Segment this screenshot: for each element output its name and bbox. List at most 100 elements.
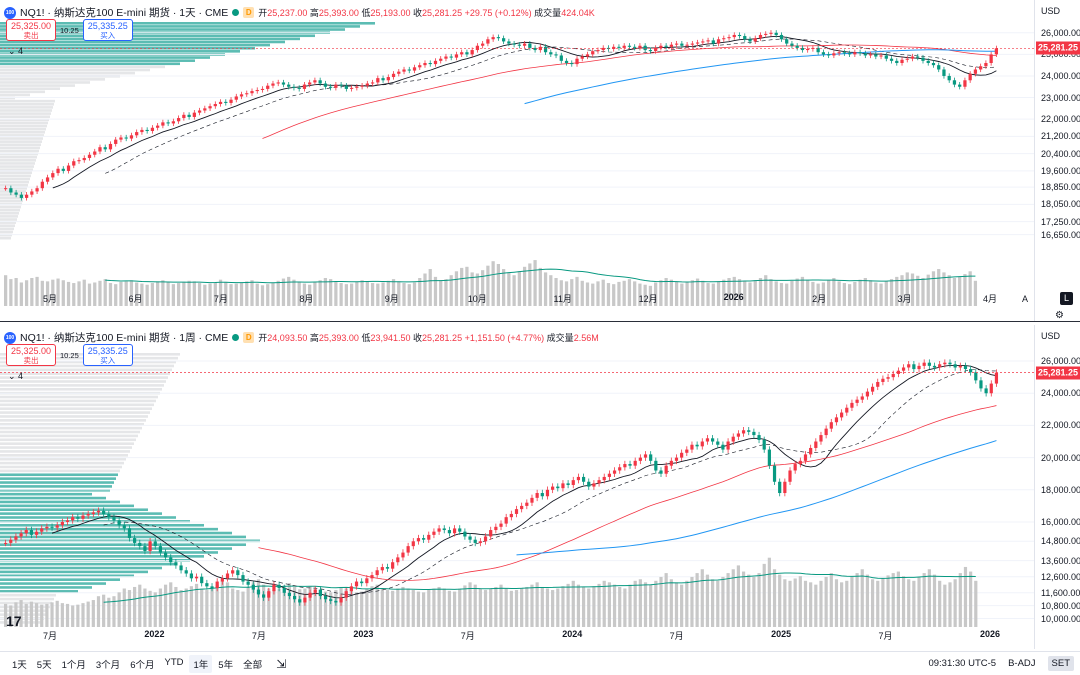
delayed-data-icon[interactable]: D	[243, 7, 255, 18]
range-button[interactable]: 1年	[189, 654, 213, 673]
volume-bar	[412, 282, 417, 306]
tradingview-logo-icon[interactable]: 17	[6, 613, 22, 629]
volume-bar	[783, 579, 787, 627]
profile-bar	[0, 570, 148, 574]
volume-bar	[664, 573, 668, 627]
symbol-title[interactable]: NQ1! · 纳斯达克100 E-mini 期货 · 1周 · CME	[20, 332, 229, 344]
candle	[974, 369, 978, 384]
volume-bar	[360, 591, 364, 627]
adjustment-toggle[interactable]: B-ADJ	[1008, 658, 1036, 669]
buy-button[interactable]: 25,335.25 买入	[82, 19, 133, 41]
volume-bar	[365, 281, 369, 306]
candle	[189, 570, 193, 582]
volume-bar	[585, 282, 590, 306]
volume-bar	[695, 278, 700, 306]
volume-bar	[302, 283, 307, 306]
candle	[184, 567, 188, 577]
volume-bar	[795, 278, 799, 306]
time-tick: 7月	[669, 631, 684, 641]
volume-bar	[581, 586, 586, 627]
daily-chart-pane[interactable]: 100 NQ1! · 纳斯达克100 E-mini 期货 · 1天 · CME …	[0, 0, 1080, 322]
candle	[879, 52, 883, 60]
currency-label[interactable]: USD	[1041, 6, 1061, 16]
log-scale-button[interactable]: L	[1060, 292, 1073, 305]
profile-bar	[0, 613, 46, 616]
clock-time[interactable]: 09:31:30 UTC-5	[928, 658, 997, 669]
candle	[491, 34, 495, 42]
ohlc-values: 开25,237.00 高25,393.00 低25,193.00 收25,281…	[258, 8, 595, 18]
volume-bar	[612, 284, 616, 306]
last-price-tag[interactable]: 25,281.25	[1036, 41, 1080, 55]
volume-bar	[752, 576, 756, 627]
time-axis[interactable]: 7月 2022 7月 2023 7月 2024 7月 2025 7月 2026	[0, 627, 1034, 641]
volume-bar	[847, 284, 852, 306]
candle	[66, 162, 71, 174]
volume-bar	[633, 580, 637, 627]
price-tick: 16,650.00	[1041, 229, 1080, 240]
weekly-chart-pane[interactable]: 100 NQ1! · 纳斯达克100 E-mini 期货 · 1周 · CME …	[0, 325, 1080, 649]
buy-button[interactable]: 25,335.25 买入	[82, 344, 133, 366]
volume-bar	[881, 578, 885, 627]
weekly-chart-canvas[interactable]	[0, 325, 1034, 649]
volume-bar	[896, 571, 900, 627]
profile-bar	[0, 496, 106, 500]
volume-bar	[370, 283, 375, 306]
profile-bar	[0, 208, 20, 212]
range-button[interactable]: 5年	[218, 659, 234, 671]
candle	[339, 81, 343, 89]
volume-bar	[551, 590, 555, 627]
volume-bar	[507, 272, 511, 306]
volume-bar	[19, 600, 23, 627]
candle	[896, 367, 900, 378]
candle	[179, 562, 183, 574]
symbol-legend[interactable]: 100 NQ1! · 纳斯达克100 E-mini 期货 · 1周 · CME …	[4, 330, 599, 345]
volume-bar	[953, 579, 957, 627]
profile-bar	[0, 407, 152, 410]
volume-bar	[447, 590, 452, 627]
candle	[649, 451, 653, 465]
range-button[interactable]: YTD	[164, 656, 184, 668]
sell-button[interactable]: 25,325.00 卖出	[6, 344, 56, 366]
symbol-title[interactable]: NQ1! · 纳斯达克100 E-mini 期货 · 1天 · CME	[20, 7, 229, 19]
settings-gear-icon[interactable]: ⚙	[1055, 310, 1064, 321]
time-axis[interactable]: 5月 6月 7月 8月 9月 10月 11月 12月 2026 2月 3月 4月	[0, 290, 1034, 304]
candle	[700, 438, 704, 450]
price-axis[interactable]: USD 26,000.00 24,000.00 22,000.00 20,000.00…	[1034, 325, 1080, 649]
range-button[interactable]: 1个月	[61, 659, 86, 671]
volume-bar	[224, 281, 228, 306]
volume-bar	[659, 280, 663, 306]
candle	[753, 35, 757, 45]
delayed-data-icon[interactable]: D	[243, 332, 255, 343]
candle	[602, 473, 606, 484]
symbol-legend[interactable]: 100 NQ1! · 纳斯达克100 E-mini 期货 · 1天 · CME …	[4, 5, 595, 20]
range-button[interactable]: 全部	[243, 659, 263, 671]
daily-chart-canvas[interactable]	[0, 0, 1034, 321]
range-button[interactable]: 5天	[36, 659, 52, 671]
range-button[interactable]: 3个月	[95, 659, 121, 671]
range-button[interactable]: 1天	[12, 659, 27, 671]
auto-scale-button[interactable]: A	[1021, 294, 1028, 304]
last-price-tag[interactable]: 25,281.25	[1036, 366, 1080, 380]
volume-bar	[566, 583, 570, 627]
volume-bar	[700, 569, 704, 627]
high-value: 25,393.00	[318, 333, 359, 343]
candle	[674, 454, 679, 465]
volume-bar	[19, 282, 23, 306]
candle	[475, 43, 480, 53]
candle	[530, 494, 534, 506]
volume-bar	[711, 579, 715, 627]
session-toggle[interactable]: SET	[1047, 656, 1074, 671]
range-button[interactable]: 6个月	[130, 659, 155, 671]
volume-bar	[926, 274, 930, 306]
indicators-collapse-button[interactable]: ⌄ 4	[8, 371, 24, 381]
currency-label[interactable]: USD	[1041, 331, 1061, 341]
volume-bar	[360, 280, 364, 306]
volume-bar	[554, 278, 558, 306]
candle	[633, 44, 637, 51]
date-range-icon[interactable]: ⇲	[276, 656, 287, 671]
sell-button[interactable]: 25,325.00 卖出	[6, 19, 56, 41]
candle	[246, 578, 250, 589]
indicators-collapse-button[interactable]: ⌄ 4	[8, 46, 24, 56]
price-axis[interactable]: USD 26,000.0025,000.0024,000.0023,000.00…	[1034, 0, 1080, 321]
profile-bar	[0, 121, 48, 125]
